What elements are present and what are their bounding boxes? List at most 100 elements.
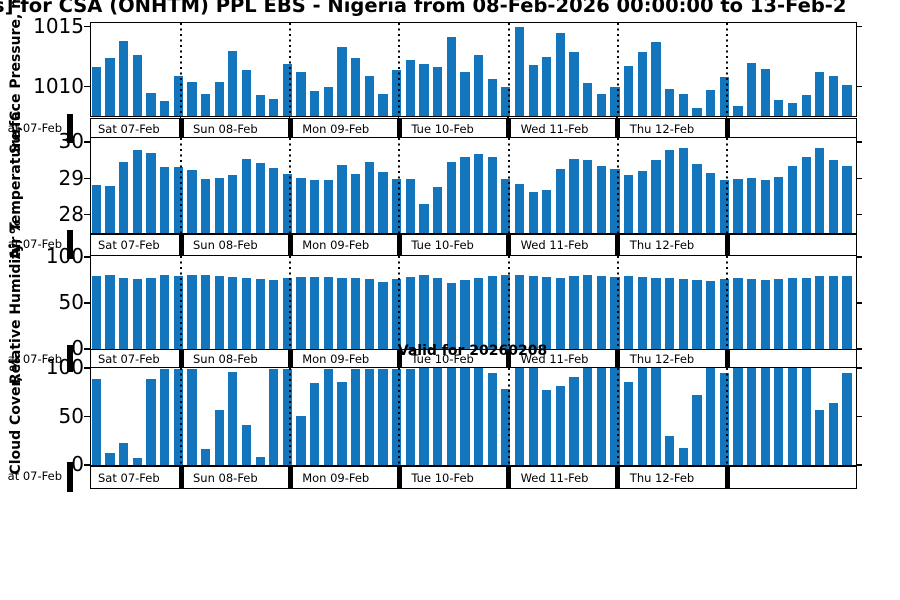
- bar: [460, 280, 470, 349]
- bar: [282, 368, 293, 465]
- day-gridline: [507, 368, 510, 465]
- day-label: Mon 09-Feb: [302, 122, 370, 136]
- day-label: Mon 09-Feb: [302, 238, 370, 252]
- day-label: Thu 12-Feb: [629, 238, 695, 252]
- bar: [528, 65, 538, 116]
- bar: [501, 86, 511, 116]
- day-separator: [615, 467, 621, 488]
- bar: [419, 204, 429, 233]
- bar: [542, 189, 552, 233]
- valid-for-annotation: Valid for 20260208: [397, 343, 548, 359]
- day-gridline: [289, 138, 292, 233]
- bar: [651, 160, 661, 233]
- bar: [487, 79, 497, 116]
- bar: [528, 368, 538, 465]
- bar: [501, 178, 511, 233]
- bar: [746, 62, 757, 116]
- day-label-clipped: at 07-Feb: [7, 352, 62, 366]
- day-gridline: [289, 256, 292, 349]
- bar: [760, 280, 770, 349]
- y-tick-mark: [856, 213, 862, 216]
- bar: [569, 275, 579, 349]
- day-label: Wed 11-Feb: [520, 470, 589, 485]
- bar: [282, 278, 293, 349]
- bar: [555, 32, 566, 116]
- y-tick-mark: [856, 367, 862, 369]
- day-gridline: [507, 256, 510, 349]
- bar: [815, 147, 825, 233]
- bar: [473, 368, 484, 465]
- bar: [487, 275, 497, 349]
- bar: [705, 173, 716, 233]
- bar: [214, 409, 224, 465]
- day-axis-strip: Sat 07-Feb Sun 08-Feb Mon 09-Feb Tue 10-Feb…: [90, 466, 857, 489]
- bar: [91, 275, 101, 349]
- bar: [624, 381, 634, 465]
- bar: [378, 172, 388, 233]
- day-gridline: [398, 23, 401, 116]
- bar: [119, 277, 129, 349]
- bar: [473, 277, 484, 349]
- day-separator: [178, 467, 184, 488]
- day-label: Mon 09-Feb: [302, 352, 370, 366]
- bar: [228, 50, 238, 116]
- bar: [760, 180, 770, 233]
- bar: [746, 177, 757, 233]
- day-gridline: [726, 256, 728, 349]
- bar: [665, 149, 675, 233]
- bar: [460, 72, 470, 116]
- bar: [132, 150, 142, 233]
- bar: [528, 192, 538, 233]
- bar: [610, 368, 620, 465]
- day-separator: [287, 350, 293, 368]
- bar: [173, 75, 183, 116]
- bar: [446, 283, 456, 349]
- y-tick-label: 100: [45, 244, 84, 269]
- day-label: Mon 09-Feb: [302, 470, 370, 485]
- y-tick-mark: [84, 25, 90, 28]
- bar: [296, 415, 306, 465]
- bar: [269, 368, 279, 465]
- day-separator: [67, 462, 73, 492]
- y-tick-label: 50: [58, 290, 84, 315]
- day-separator: [67, 114, 73, 143]
- day-axis-strip: Sat 07-Feb Sun 08-Feb Mon 09-Feb Tue 10-Feb…: [90, 234, 857, 256]
- bar: [282, 174, 293, 233]
- y-tick-mark: [856, 177, 862, 180]
- chart-title: s] for CSA (ONHTM) PPL EBS - Nigeria fro…: [0, 0, 847, 17]
- bar: [501, 389, 511, 465]
- bar: [651, 42, 661, 116]
- bar: [351, 57, 361, 116]
- bar: [828, 275, 839, 349]
- bar: [405, 60, 415, 116]
- day-separator: [724, 350, 730, 368]
- bar: [337, 47, 347, 116]
- bar: [555, 168, 566, 233]
- bar: [323, 86, 334, 116]
- bar: [241, 425, 252, 465]
- y-tick-mark: [856, 25, 862, 28]
- bar: [801, 368, 811, 465]
- bar: [323, 180, 334, 233]
- y-tick-mark: [856, 348, 862, 350]
- bar: [105, 57, 115, 116]
- bar: [187, 169, 197, 233]
- bar: [678, 93, 688, 116]
- bar: [159, 167, 170, 233]
- bar: [596, 93, 607, 116]
- bar: [692, 108, 702, 116]
- bar: [132, 458, 142, 465]
- plot-box: [90, 255, 857, 350]
- day-separator: [67, 345, 73, 372]
- day-gridline: [398, 256, 401, 349]
- y-tick-mark: [84, 302, 90, 304]
- bar: [310, 382, 320, 465]
- bar: [801, 156, 811, 233]
- bar: [269, 98, 279, 116]
- bar: [733, 368, 743, 465]
- bar: [337, 277, 347, 349]
- bar: [624, 66, 634, 116]
- bar: [214, 177, 224, 233]
- bar: [569, 159, 579, 233]
- bar: [255, 95, 265, 116]
